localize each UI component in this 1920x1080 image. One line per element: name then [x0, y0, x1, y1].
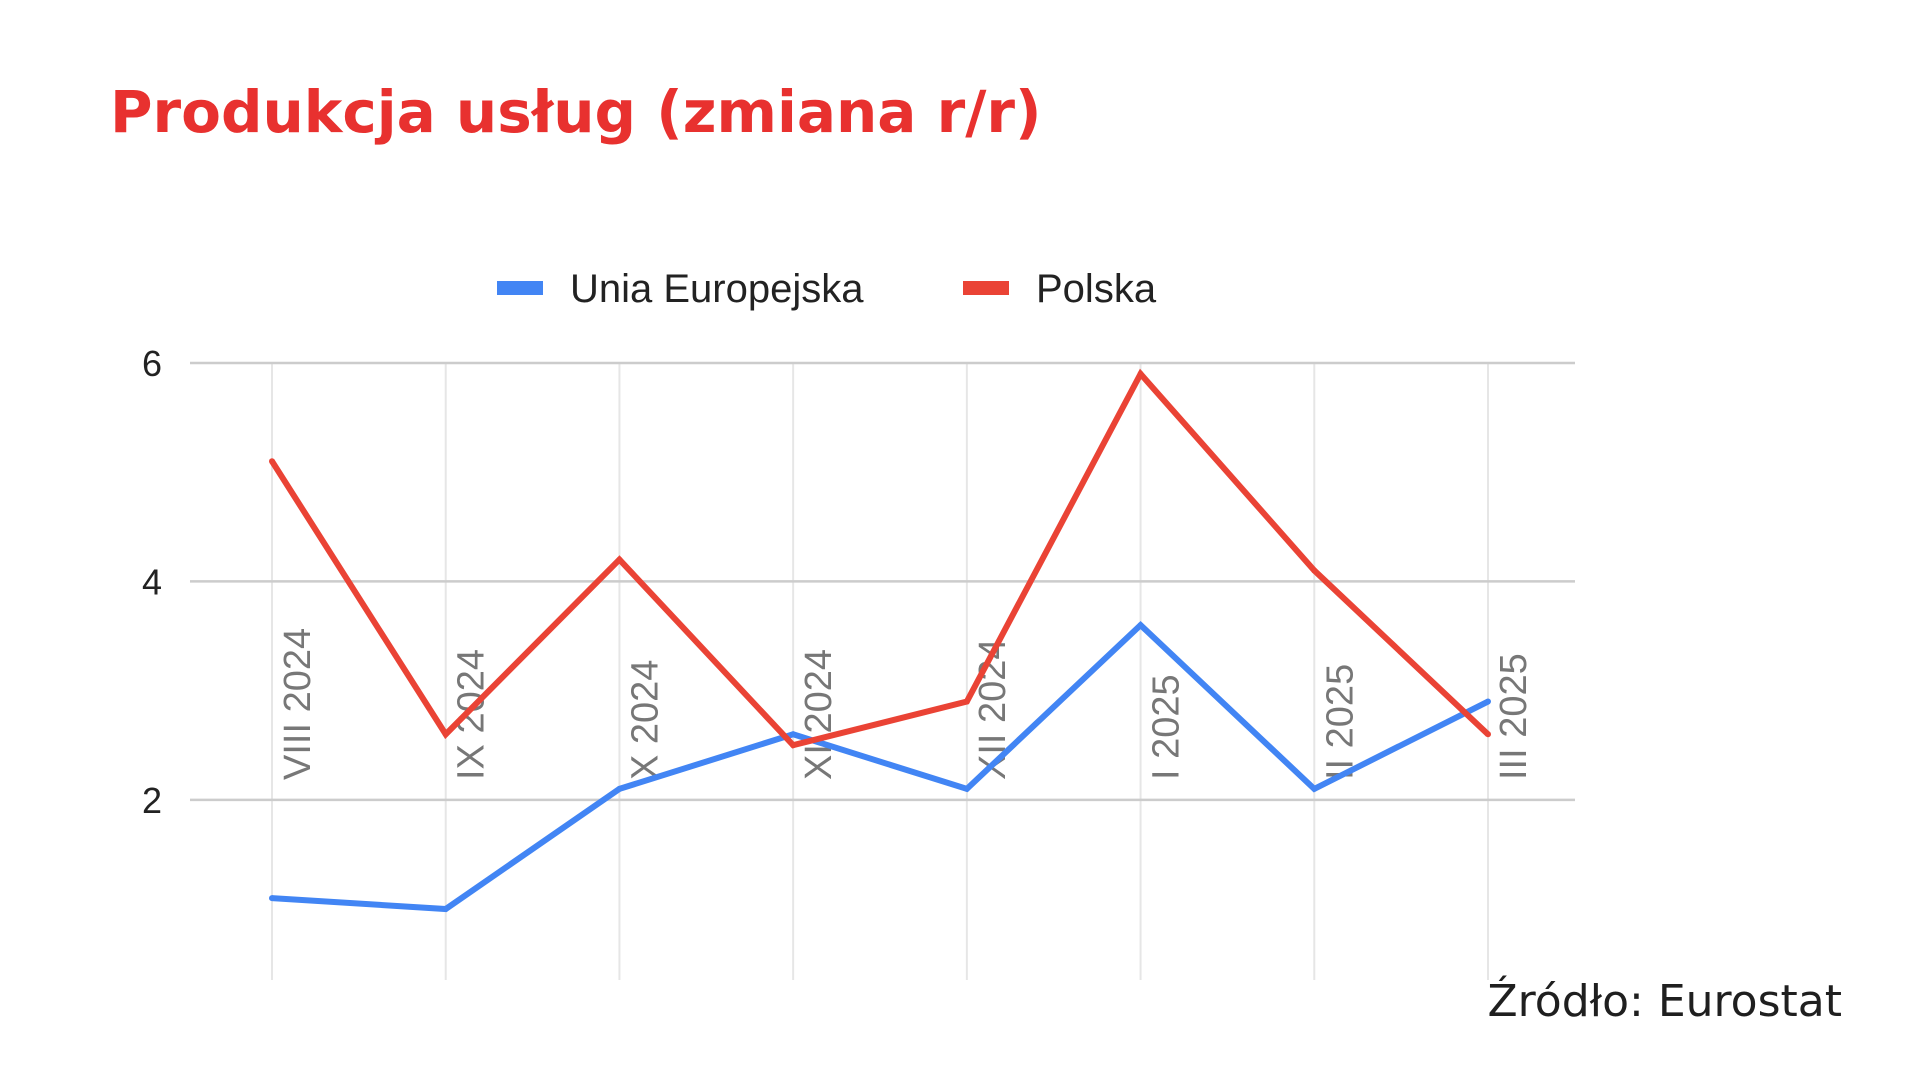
y-tick-label: 2 — [142, 780, 162, 821]
data-point — [442, 906, 449, 913]
data-point — [963, 698, 970, 705]
x-tick-label: I 2025 — [1146, 674, 1188, 780]
x-tick-label: X 2024 — [624, 660, 666, 780]
x-tick-label: VIII 2024 — [277, 628, 319, 780]
x-tick-label: XI 2024 — [798, 649, 840, 780]
y-tick-label: 6 — [142, 343, 162, 384]
data-point — [616, 785, 623, 792]
x-tick-label: III 2025 — [1493, 653, 1535, 780]
data-point — [790, 742, 797, 749]
data-point — [1311, 785, 1318, 792]
x-tick-label: XII 2024 — [972, 638, 1014, 780]
series-line-1 — [271, 620, 1490, 913]
series-line-2 — [269, 368, 1491, 749]
data-point — [1311, 567, 1318, 574]
data-point — [269, 895, 275, 902]
y-axis-ticks: 2 4 6 — [142, 343, 162, 821]
data-point — [1137, 622, 1144, 629]
legend-label: Unia Europejska — [570, 267, 864, 311]
data-point — [1485, 731, 1491, 738]
source-note: Źródło: Eurostat — [1487, 976, 1842, 1027]
legend-label: Polska — [1036, 267, 1157, 311]
grid — [190, 361, 1575, 980]
y-tick-label: 4 — [142, 561, 162, 602]
legend-swatch — [963, 281, 1009, 295]
data-point — [1137, 370, 1144, 377]
series-lines — [269, 368, 1491, 913]
chart-title: Produkcja usług (zmiana r/r) — [110, 78, 1042, 146]
data-point — [269, 458, 275, 465]
legend-swatch — [497, 281, 543, 295]
x-tick-label: IX 2024 — [451, 649, 493, 780]
data-point — [1485, 698, 1491, 705]
x-tick-label: II 2025 — [1319, 664, 1361, 780]
data-point — [442, 731, 449, 738]
data-point — [790, 731, 797, 738]
legend: Unia Europejska Polska — [497, 267, 1157, 311]
data-point — [616, 556, 623, 563]
x-axis-labels: VIII 2024 IX 2024 X 2024 XI 2024 XII 2024 I 2… — [277, 628, 1535, 780]
data-point — [963, 785, 970, 792]
